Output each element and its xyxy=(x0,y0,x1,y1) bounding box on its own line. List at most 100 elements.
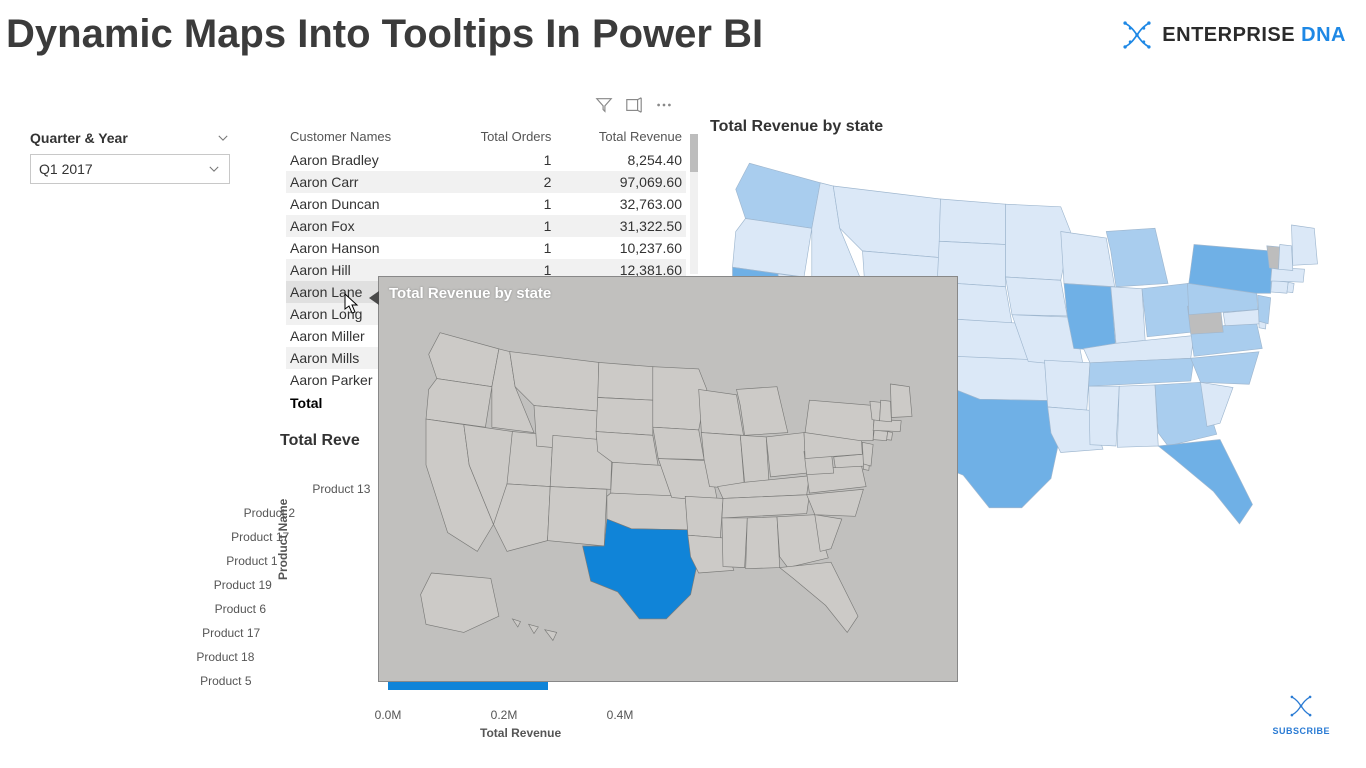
filter-icon[interactable] xyxy=(595,96,613,114)
map-tooltip-popup: Total Revenue by state xyxy=(378,276,958,682)
state-vt[interactable] xyxy=(870,401,881,420)
state-nh[interactable] xyxy=(1279,245,1293,271)
table-row[interactable]: Aaron Fox131,322.50 xyxy=(286,215,686,237)
state-in[interactable] xyxy=(1111,287,1145,344)
state-tn[interactable] xyxy=(1089,358,1194,386)
table-row[interactable]: Aaron Hanson110,237.60 xyxy=(286,237,686,259)
table-row[interactable]: Aaron Duncan132,763.00 xyxy=(286,193,686,215)
dna-icon xyxy=(1286,693,1316,719)
state-nd[interactable] xyxy=(939,199,1005,245)
state-ia[interactable] xyxy=(653,427,704,459)
state-ri[interactable] xyxy=(887,432,893,441)
state-ct[interactable] xyxy=(873,430,888,441)
state-wi[interactable] xyxy=(699,389,744,435)
x-tick: 0.4M xyxy=(607,708,634,722)
state-nd[interactable] xyxy=(598,362,653,400)
state-hi[interactable] xyxy=(512,619,556,641)
bar-label: Product 5 xyxy=(200,674,251,688)
state-fl[interactable] xyxy=(780,562,858,632)
cell-orders: 1 xyxy=(442,193,555,215)
state-ia[interactable] xyxy=(1006,277,1068,316)
state-or[interactable] xyxy=(426,379,492,428)
state-ar[interactable] xyxy=(685,496,723,538)
bar-label: Product 6 xyxy=(215,602,266,616)
chevron-down-icon[interactable] xyxy=(216,131,230,145)
cell-customer: Aaron Fox xyxy=(286,215,442,237)
state-sd[interactable] xyxy=(596,398,653,436)
state-nj[interactable] xyxy=(862,442,873,466)
x-tick: 0.2M xyxy=(491,708,518,722)
table-row[interactable]: Aaron Carr297,069.60 xyxy=(286,171,686,193)
state-al[interactable] xyxy=(746,517,780,569)
cell-customer: Aaron Bradley xyxy=(286,149,442,171)
state-mn[interactable] xyxy=(653,367,707,430)
quarter-year-slicer[interactable]: Quarter & Year Q1 2017 xyxy=(30,130,230,184)
state-nc[interactable] xyxy=(807,489,864,516)
more-options-icon[interactable] xyxy=(655,96,673,114)
bar-label: Product 19 xyxy=(214,578,272,592)
cell-customer: Aaron Duncan xyxy=(286,193,442,215)
mouse-cursor xyxy=(344,293,360,315)
cell-revenue: 31,322.50 xyxy=(555,215,686,237)
state-mt[interactable] xyxy=(833,186,940,258)
state-in[interactable] xyxy=(740,435,769,482)
state-ms[interactable] xyxy=(1089,386,1120,446)
state-ak[interactable] xyxy=(421,573,499,632)
cell-revenue: 8,254.40 xyxy=(555,149,686,171)
x-tick: 0.0M xyxy=(375,708,402,722)
cell-orders: 1 xyxy=(442,149,555,171)
state-or[interactable] xyxy=(733,219,812,278)
state-ct[interactable] xyxy=(1271,280,1289,293)
cell-revenue: 97,069.60 xyxy=(555,171,686,193)
state-nm[interactable] xyxy=(548,487,607,546)
x-axis-label: Total Revenue xyxy=(480,726,561,740)
dna-icon xyxy=(1120,18,1154,52)
cell-orders: 1 xyxy=(442,215,555,237)
col-customer[interactable]: Customer Names xyxy=(286,124,442,149)
col-orders[interactable]: Total Orders xyxy=(442,124,555,149)
table-row[interactable]: Aaron Bradley18,254.40 xyxy=(286,149,686,171)
focus-mode-icon[interactable] xyxy=(625,96,643,114)
state-fl[interactable] xyxy=(1158,440,1252,525)
state-mt[interactable] xyxy=(510,352,599,411)
page-title: Dynamic Maps Into Tooltips In Power BI xyxy=(6,12,763,57)
col-revenue[interactable]: Total Revenue xyxy=(555,124,686,149)
slicer-value: Q1 2017 xyxy=(39,161,93,177)
state-nc[interactable] xyxy=(1191,352,1259,385)
state-mi[interactable] xyxy=(1106,228,1168,287)
cell-revenue: 32,763.00 xyxy=(555,193,686,215)
cell-customer: Aaron Hanson xyxy=(286,237,442,259)
state-al[interactable] xyxy=(1117,385,1158,447)
state-tn[interactable] xyxy=(722,495,809,518)
state-mi[interactable] xyxy=(737,387,788,436)
brand-word2: DNA xyxy=(1301,24,1346,46)
brand-word1: ENTERPRISE xyxy=(1162,24,1295,46)
state-me[interactable] xyxy=(1292,225,1318,265)
bar-label: Product 17 xyxy=(202,626,260,640)
subscribe-label: SUBSCRIBE xyxy=(1272,726,1330,736)
state-wa[interactable] xyxy=(736,163,821,228)
subscribe-badge[interactable]: SUBSCRIBE xyxy=(1272,693,1330,736)
table-header-row: Customer Names Total Orders Total Revenu… xyxy=(286,124,686,149)
state-mn[interactable] xyxy=(1006,204,1071,280)
state-nh[interactable] xyxy=(880,400,892,422)
state-wi[interactable] xyxy=(1061,232,1115,287)
state-nj[interactable] xyxy=(1258,295,1271,324)
state-me[interactable] xyxy=(890,384,912,417)
state-oh[interactable] xyxy=(766,433,807,477)
cell-revenue: 10,237.60 xyxy=(555,237,686,259)
state-ar[interactable] xyxy=(1045,360,1091,410)
state-ri[interactable] xyxy=(1287,282,1294,292)
bar-label: Product 1 xyxy=(226,554,277,568)
chevron-down-icon[interactable] xyxy=(207,162,221,176)
bar-label: Product 18 xyxy=(196,650,254,664)
state-ms[interactable] xyxy=(722,518,747,568)
scrollbar[interactable] xyxy=(690,134,698,274)
slicer-label: Quarter & Year xyxy=(30,130,128,146)
state-wa[interactable] xyxy=(429,333,499,387)
slicer-dropdown[interactable]: Q1 2017 xyxy=(30,154,230,184)
map-title: Total Revenue by state xyxy=(710,118,883,136)
bar-label: Product 2 xyxy=(244,506,295,520)
cell-orders: 2 xyxy=(442,171,555,193)
state-oh[interactable] xyxy=(1142,284,1191,337)
